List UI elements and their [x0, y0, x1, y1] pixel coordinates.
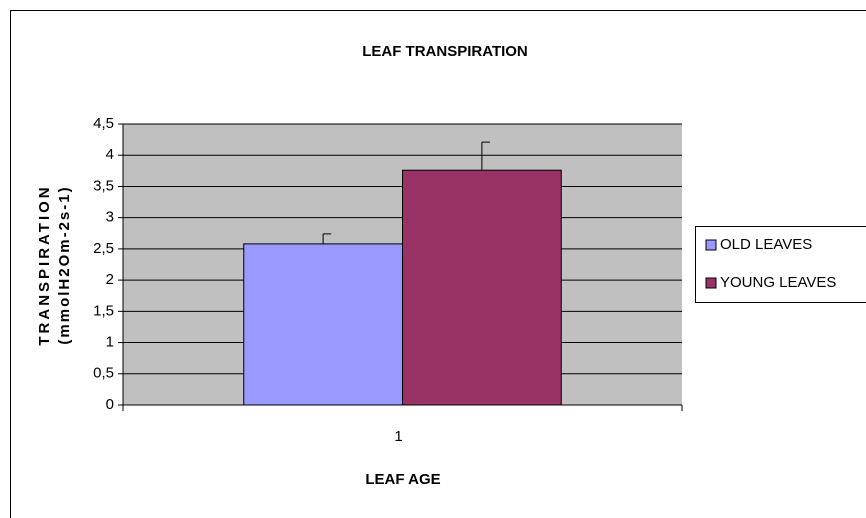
y-tick-label: 4,5 [93, 115, 114, 132]
legend-swatch [705, 239, 717, 251]
x-tick-label: 1 [394, 428, 402, 445]
x-axis-label: LEAF AGE [365, 471, 440, 488]
y-tick-label: 3 [106, 209, 114, 226]
legend-label: YOUNG LEAVES [720, 274, 836, 291]
chart-title: LEAF TRANSPIRATION [362, 43, 528, 60]
y-tick-label: 3,5 [93, 177, 114, 194]
legend [695, 226, 866, 303]
y-tick-label: 2 [106, 271, 114, 288]
y-axis-label: TRANSPIRATION [36, 184, 53, 345]
bar [402, 169, 562, 406]
y-tick-label: 0 [106, 396, 114, 413]
legend-label: OLD LEAVES [720, 236, 812, 253]
y-tick-label: 1 [106, 334, 114, 351]
y-tick-label: 4 [106, 146, 114, 163]
legend-swatch [705, 277, 717, 289]
y-tick-label: 2,5 [93, 240, 114, 257]
y-axis-label: (mmolH2Om-2s-1) [56, 185, 73, 344]
bar [243, 243, 403, 406]
y-tick-label: 0,5 [93, 365, 114, 382]
y-tick-label: 1,5 [93, 302, 114, 319]
